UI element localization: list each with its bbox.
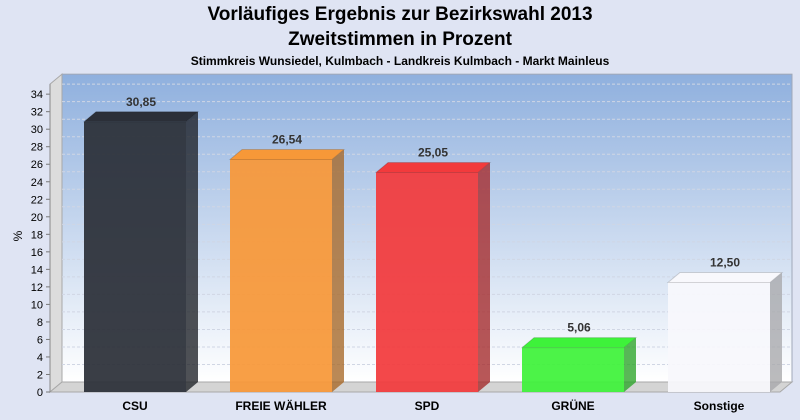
y-tick-label: 22 [31, 194, 43, 206]
x-tick-label: GRÜNE [551, 398, 594, 413]
data-label: 26,54 [272, 133, 302, 147]
bar [84, 121, 186, 392]
bar-side [624, 337, 636, 392]
bar-top [374, 162, 492, 174]
data-label: 5,06 [567, 321, 591, 335]
x-tick-label: SPD [415, 399, 440, 413]
data-label: 12,50 [710, 256, 740, 270]
chart-subtitle: Zweitstimmen in Prozent [288, 29, 512, 50]
y-tick-label: 12 [31, 282, 43, 294]
y-tick-label: 30 [31, 124, 43, 136]
bar-side [478, 162, 490, 392]
chart-subsubtitle: Stimmkreis Wunsiedel, Kulmbach - Landkre… [190, 54, 610, 68]
bar-side-shade [332, 149, 344, 392]
y-tick-label: 8 [37, 317, 43, 329]
y-tick-label: 6 [37, 334, 43, 346]
y-tick-label: 24 [31, 177, 43, 189]
data-label: 25,05 [418, 146, 448, 160]
bar [230, 159, 332, 392]
y-tick-label: 18 [31, 229, 43, 241]
y-tick-label: 28 [31, 142, 43, 154]
bar-side-shade [770, 272, 782, 392]
x-tick-label: CSU [122, 399, 147, 413]
bar [376, 172, 478, 392]
y-tick-label: 0 [37, 387, 43, 399]
y-tick-label: 32 [31, 107, 43, 119]
y-tick-label: 16 [31, 247, 43, 259]
bar [668, 282, 770, 392]
y-tick-label: 26 [31, 159, 43, 171]
y-tick-label: 2 [37, 369, 43, 381]
bar-side [332, 149, 344, 392]
bar-top [520, 337, 638, 349]
bar-side-shade [478, 162, 490, 392]
data-label: 30,85 [126, 95, 156, 109]
bar-side-shade [624, 337, 636, 392]
y-tick-label: 20 [31, 212, 43, 224]
bar-top [228, 149, 346, 161]
bar-side [186, 111, 198, 392]
y-tick-label: 14 [31, 264, 43, 276]
bar-side [770, 272, 782, 392]
y-tick-label: 4 [37, 352, 43, 364]
plot-side-wall [49, 73, 63, 394]
chart-title: Vorläufiges Ergebnis zur Bezirkswahl 201… [207, 4, 593, 25]
bar-top [82, 111, 200, 123]
bar-top [666, 272, 784, 283]
y-tick-label: 34 [31, 89, 43, 101]
x-tick-label: Sonstige [694, 399, 745, 413]
x-tick-label: FREIE WÄHLER [235, 398, 327, 413]
bar-side-shade [186, 111, 198, 392]
y-axis-label: % [11, 230, 25, 241]
bar [522, 347, 624, 392]
y-tick-label: 10 [31, 299, 43, 311]
